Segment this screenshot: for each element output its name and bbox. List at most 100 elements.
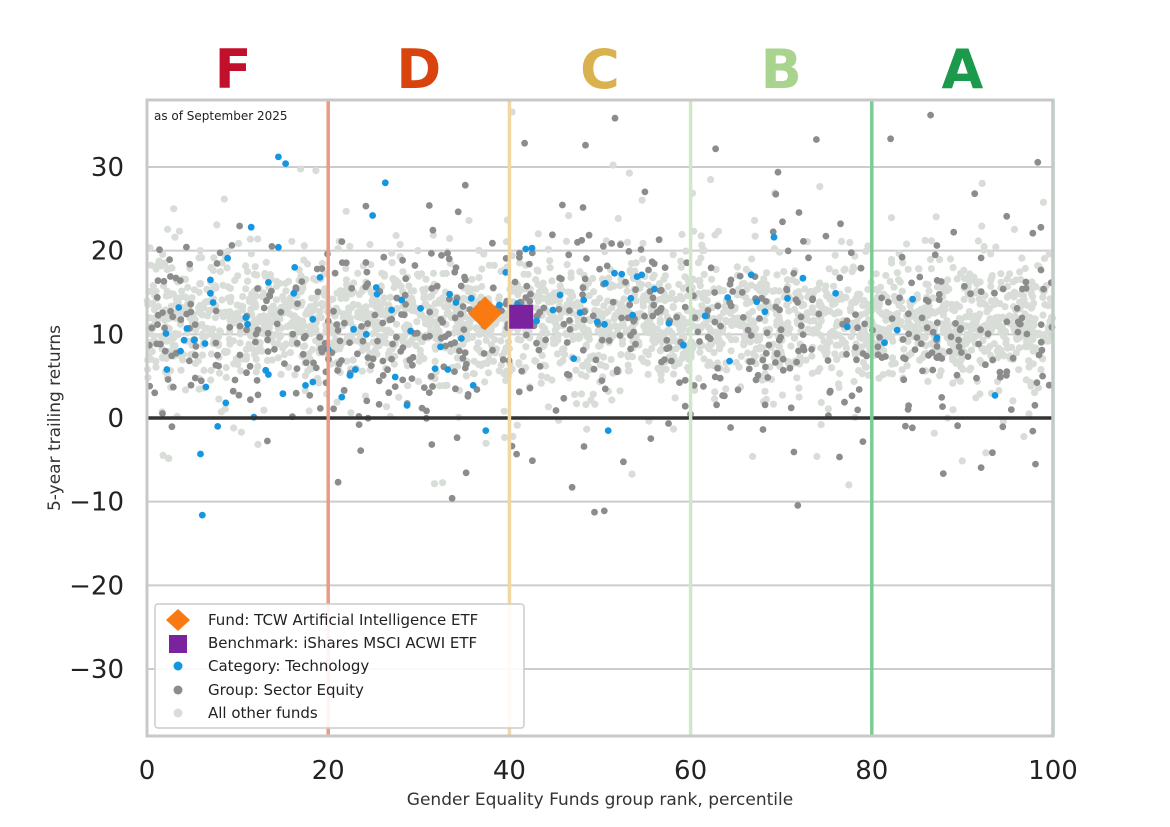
- group-point: [408, 375, 416, 382]
- other-fund-point: [861, 363, 869, 371]
- group-point: [729, 288, 737, 295]
- other-fund-point: [477, 360, 486, 368]
- other-fund-point: [889, 337, 897, 345]
- highlight-markers: [467, 296, 534, 331]
- group-point: [168, 423, 176, 431]
- category-point: [580, 296, 588, 304]
- other-fund-point: [169, 341, 177, 349]
- group-point: [913, 334, 921, 341]
- category-point: [177, 347, 184, 355]
- other-fund-point: [204, 312, 212, 320]
- category-point: [991, 392, 999, 399]
- group-point: [786, 364, 794, 372]
- other-fund-point: [208, 330, 216, 338]
- category-point: [198, 511, 206, 519]
- group-point: [848, 392, 856, 400]
- group-point: [878, 294, 885, 302]
- category-points: [162, 153, 999, 519]
- other-fund-point: [359, 315, 368, 323]
- other-fund-point: [333, 398, 341, 406]
- group-point: [905, 310, 912, 318]
- other-fund-point: [949, 406, 957, 414]
- group-point: [657, 304, 665, 312]
- fund-marker: [467, 296, 502, 331]
- other-fund-point: [428, 292, 436, 300]
- other-fund-point: [546, 264, 554, 272]
- other-fund-point: [404, 340, 413, 348]
- group-point: [401, 291, 409, 299]
- other-fund-point: [256, 344, 264, 352]
- other-fund-point: [577, 370, 585, 379]
- group-point: [1037, 223, 1045, 231]
- group-point: [797, 313, 805, 321]
- other-fund-point: [342, 311, 350, 320]
- other-fund-point: [237, 367, 245, 375]
- group-point: [999, 423, 1007, 431]
- other-fund-point: [682, 247, 690, 255]
- group-point: [665, 420, 672, 427]
- other-fund-point: [246, 298, 254, 306]
- group-point: [438, 252, 445, 259]
- other-fund-point: [824, 405, 833, 413]
- other-fund-point: [1035, 329, 1043, 337]
- group-point: [952, 320, 959, 327]
- other-fund-point: [936, 372, 944, 380]
- group-point: [772, 190, 780, 198]
- group-point: [578, 236, 586, 244]
- other-fund-point: [677, 257, 685, 265]
- other-fund-point: [242, 285, 250, 293]
- group-point: [316, 405, 324, 412]
- group-point: [226, 324, 234, 331]
- group-point: [582, 141, 589, 149]
- other-fund-point: [265, 324, 273, 332]
- group-point: [1033, 379, 1041, 386]
- group-point: [792, 296, 800, 303]
- other-fund-point: [608, 396, 616, 404]
- group-point: [777, 333, 784, 341]
- group-point: [996, 368, 1004, 376]
- group-point: [418, 404, 426, 412]
- other-fund-point: [893, 310, 901, 318]
- other-fund-point: [710, 349, 718, 357]
- other-fund-point: [716, 341, 724, 349]
- other-fund-point: [850, 377, 858, 386]
- other-fund-point: [416, 346, 424, 354]
- other-fund-point: [875, 302, 883, 310]
- group-point: [852, 344, 859, 351]
- other-fund-point: [841, 265, 849, 273]
- group-point: [169, 313, 177, 321]
- other-fund-point: [334, 245, 342, 253]
- other-fund-point: [967, 346, 976, 354]
- other-fund-point: [262, 258, 270, 266]
- group-point: [555, 306, 563, 313]
- group-point: [535, 346, 543, 354]
- other-fund-point: [207, 376, 215, 384]
- other-fund-point: [1012, 349, 1020, 357]
- other-fund-point: [639, 299, 647, 307]
- other-fund-point: [696, 276, 704, 284]
- other-fund-point: [775, 287, 783, 295]
- other-fund-point: [420, 355, 428, 363]
- group-point: [1037, 266, 1045, 274]
- other-fund-point: [190, 286, 199, 294]
- group-point: [929, 366, 937, 374]
- other-fund-point: [534, 267, 542, 275]
- other-fund-point: [971, 323, 979, 331]
- other-fund-point: [152, 357, 160, 365]
- other-fund-point: [925, 287, 933, 295]
- group-point: [525, 260, 533, 268]
- other-fund-point: [209, 325, 217, 333]
- group-point: [616, 332, 624, 339]
- group-point: [759, 426, 767, 433]
- other-fund-point: [644, 370, 652, 378]
- category-point: [680, 341, 687, 349]
- legend: Fund: TCW Artificial Intelligence ETF Be…: [154, 603, 525, 729]
- other-fund-point: [404, 382, 412, 390]
- other-fund-point: [750, 216, 759, 224]
- other-fund-point: [628, 470, 636, 478]
- other-fund-point: [992, 243, 1000, 251]
- other-fund-point: [497, 361, 505, 369]
- other-fund-point: [926, 255, 935, 264]
- other-fund-point: [887, 255, 896, 264]
- other-fund-point: [274, 354, 282, 362]
